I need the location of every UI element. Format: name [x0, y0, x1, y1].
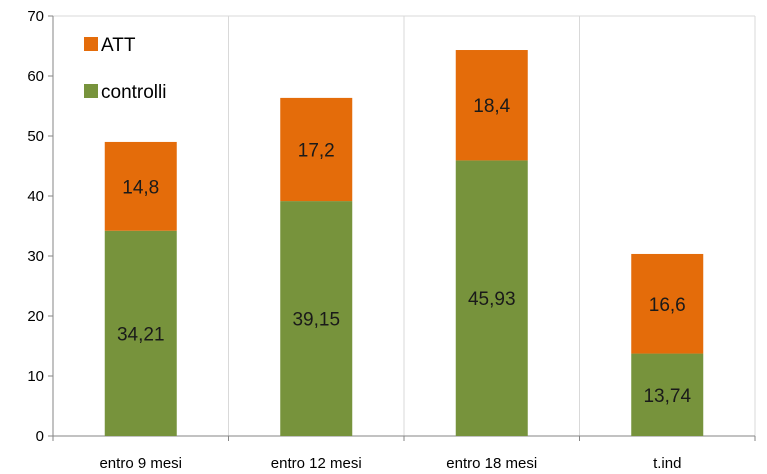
legend: ATT controlli	[84, 35, 166, 103]
axes: 0 10 20 30 40 50 60 70 entro 9 mesi entro 12 mesi…	[27, 8, 756, 472]
data-label: 34,21	[117, 324, 165, 345]
legend-label: controlli	[101, 82, 166, 103]
bar-segment	[280, 97, 353, 202]
x-tick-label: entro 18 mesi	[446, 455, 537, 472]
y-tick-label: 10	[27, 368, 44, 385]
data-label: 39,15	[292, 310, 340, 331]
legend-label: ATT	[101, 35, 136, 56]
data-label: 16,6	[649, 295, 686, 316]
bar-segment	[104, 141, 177, 231]
x-tick-label: entro 12 mesi	[271, 455, 362, 472]
y-tick-label: 70	[27, 8, 44, 25]
data-labels: 34,21 14,8 39,15 17,2 45,93 18,4 13,74 16,6	[117, 96, 691, 407]
y-tick-label: 40	[27, 188, 44, 205]
y-tick-label: 60	[27, 68, 44, 85]
data-label: 18,4	[473, 96, 510, 117]
bar-segment	[280, 201, 353, 436]
bar-segment	[455, 50, 528, 161]
y-tick-label: 30	[27, 248, 44, 265]
data-label: 13,74	[643, 386, 691, 407]
y-tick-label: 50	[27, 128, 44, 145]
legend-swatch	[84, 84, 98, 98]
bar-segment	[455, 160, 528, 437]
bars	[104, 50, 704, 437]
grid-lines	[53, 15, 756, 436]
bar-segment	[104, 230, 177, 436]
x-tick-label: entro 9 mesi	[99, 455, 182, 472]
x-tick-label: t.ind	[653, 455, 681, 472]
y-tick-label: 0	[36, 428, 44, 445]
legend-swatch	[84, 37, 98, 51]
data-label: 14,8	[122, 177, 159, 198]
bar-segment	[631, 253, 704, 354]
data-label: 17,2	[298, 141, 335, 162]
bar-segment	[631, 353, 704, 436]
data-label: 45,93	[468, 289, 516, 310]
y-tick-label: 20	[27, 308, 44, 325]
